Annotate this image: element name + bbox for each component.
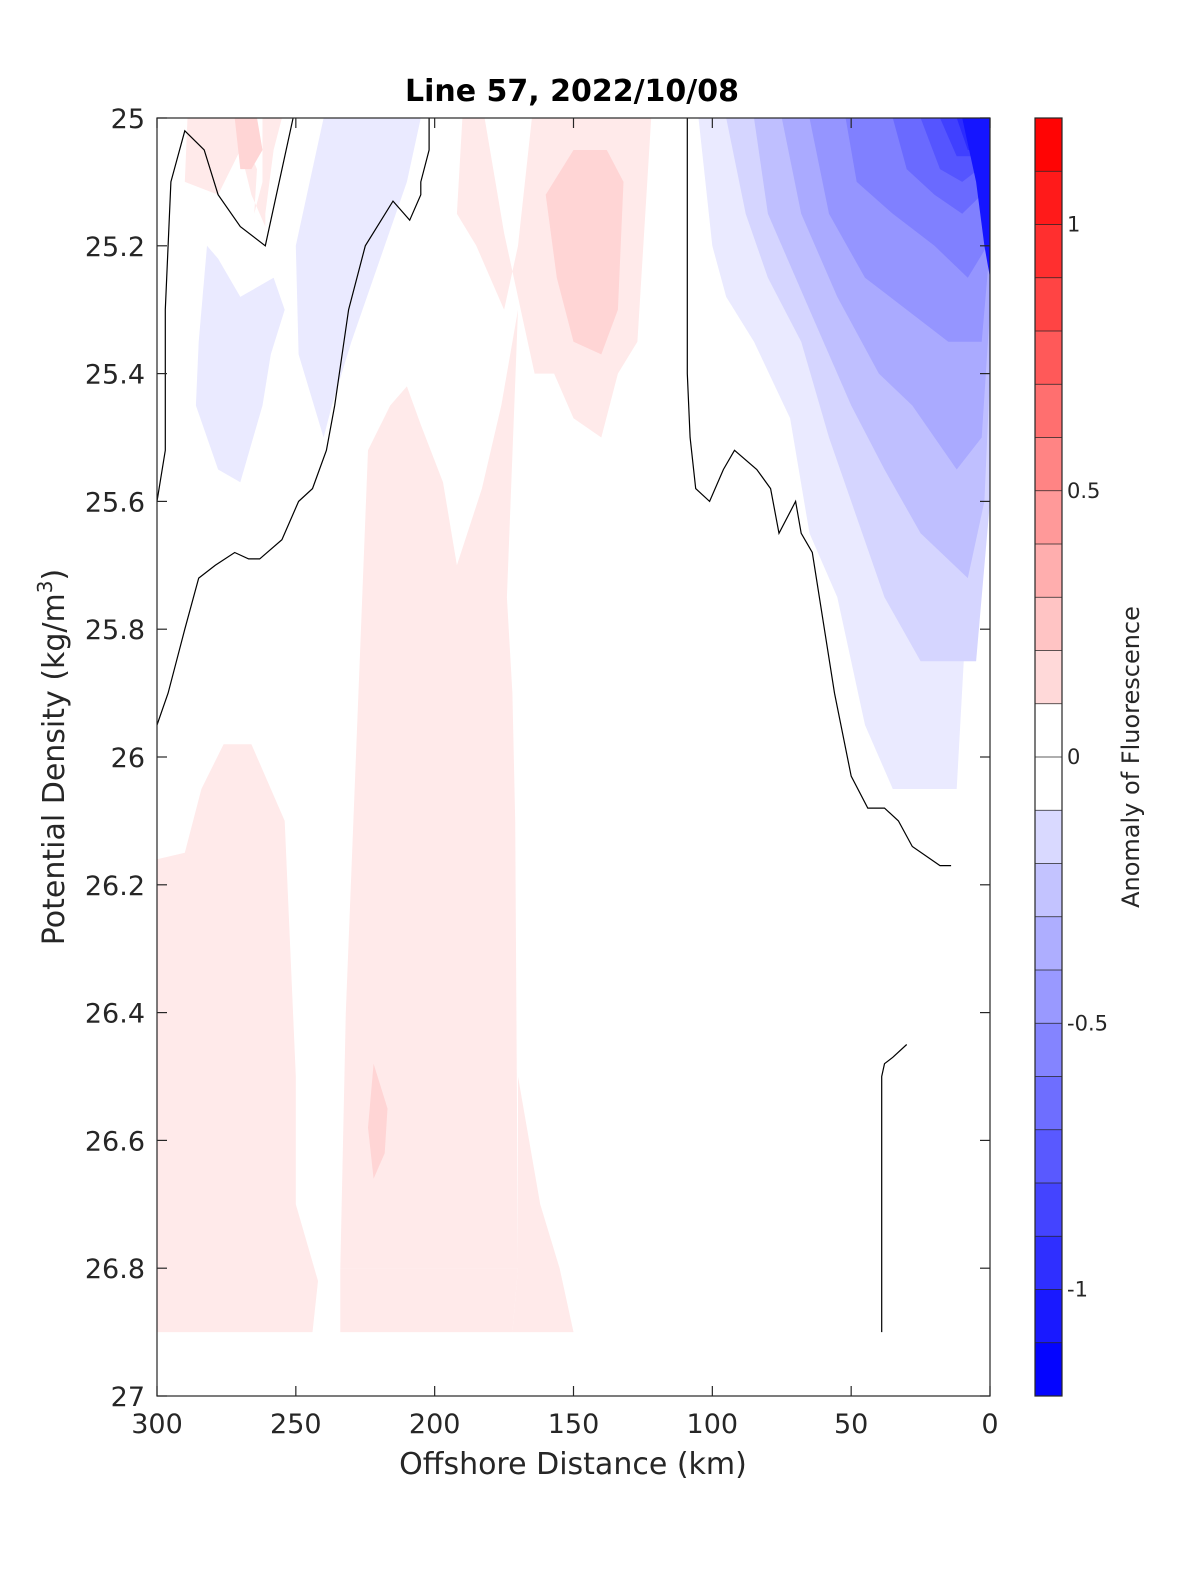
contour-region-9 <box>295 118 421 438</box>
colorbar-swatch <box>1035 1129 1062 1184</box>
colorbar-swatch <box>1035 171 1062 225</box>
colorbar-swatch <box>1035 597 1062 651</box>
y-axis: 25 25.2 25.4 25.6 25.8 26 26.2 26.4 26.6 26.8 27 <box>85 104 990 1413</box>
zero-contour-line-3 <box>881 1044 908 1333</box>
colorbar-swatch <box>1035 437 1062 492</box>
y-tick-label: 26.4 <box>85 999 145 1030</box>
y-axis-label-close: ) <box>37 569 72 581</box>
zero-contour-lines <box>157 118 952 1333</box>
colorbar-frame <box>1034 117 1063 1397</box>
x-tick-label: 250 <box>270 1409 322 1440</box>
colorbar-swatch <box>1035 650 1062 705</box>
colorbar-swatch <box>1035 916 1062 971</box>
colorbar-tick-label: 0 <box>1067 745 1080 769</box>
x-axis-label: Offshore Distance (km) <box>399 1447 747 1482</box>
colorbar-swatch <box>1035 1236 1062 1290</box>
colorbar-swatch <box>1035 544 1062 598</box>
y-tick-label: 25 <box>111 104 145 135</box>
contour-region-8 <box>368 1063 388 1179</box>
x-tick-label: 0 <box>981 1409 998 1440</box>
y-tick-label: 26.2 <box>85 871 145 902</box>
y-tick-label: 27 <box>111 1382 145 1413</box>
x-tick-label: 50 <box>834 1409 868 1440</box>
y-tick-label: 26 <box>111 743 145 774</box>
y-tick-label: 25.6 <box>85 487 145 518</box>
colorbar-label: Anomaly of Fluorescence <box>1117 606 1145 908</box>
contour-region-2 <box>340 309 518 1269</box>
contour-region-6 <box>234 118 263 170</box>
plot-area: 300 250 200 150 100 50 0 2525.225.425.625.8262… <box>85 104 999 1440</box>
y-tick-label: 25.2 <box>85 232 145 263</box>
zero-contour-line-2 <box>686 118 952 867</box>
x-tick-label: 200 <box>409 1409 461 1440</box>
contour-region-5 <box>512 1076 574 1333</box>
x-tick-label: 150 <box>548 1409 600 1440</box>
contour-region-3 <box>157 744 318 1333</box>
colorbar-swatch <box>1035 1183 1062 1237</box>
colorbar-swatch <box>1035 331 1062 385</box>
contour-region-4 <box>340 1268 518 1333</box>
colorbar-swatch <box>1035 810 1062 864</box>
contour-region-7 <box>545 150 624 355</box>
colorbar-swatch <box>1035 118 1062 172</box>
contour-region-0 <box>184 118 282 265</box>
y-axis-label-superscript: 3 <box>33 580 57 593</box>
chart-title: Line 57, 2022/10/08 <box>405 74 739 109</box>
x-tick-label: 300 <box>131 1409 183 1440</box>
colorbar-tick-label: -0.5 <box>1067 1011 1108 1035</box>
colorbar-swatch <box>1035 490 1062 545</box>
y-tick-label: 25.4 <box>85 360 145 391</box>
colorbar-swatch <box>1035 277 1062 332</box>
filled-contours <box>157 118 990 1333</box>
y-axis-label: Potential Density (kg/m3) <box>33 569 72 945</box>
contour-region-10 <box>195 245 285 483</box>
x-tick-label: 100 <box>687 1409 739 1440</box>
y-tick-label: 26.8 <box>85 1254 145 1285</box>
colorbar-swatch <box>1035 384 1062 438</box>
colorbar-swatch <box>1035 863 1062 918</box>
y-tick-label: 26.6 <box>85 1126 145 1157</box>
colorbar: 1 0.5 0 -0.5 -1 <box>1034 117 1108 1397</box>
colorbar-swatch <box>1035 757 1062 811</box>
colorbar-swatch <box>1035 703 1062 758</box>
zero-contour-line-1 <box>157 118 294 502</box>
colorbar-swatch <box>1035 1023 1062 1077</box>
colorbar-tick-label: -1 <box>1067 1278 1088 1302</box>
colorbar-tick-label: 0.5 <box>1067 479 1100 503</box>
zero-contour-line-0 <box>157 118 430 726</box>
colorbar-tick-label: 1 <box>1067 213 1080 237</box>
colorbar-swatch <box>1035 970 1062 1024</box>
colorbar-swatch <box>1035 1342 1062 1397</box>
colorbar-swatch <box>1035 1289 1062 1344</box>
colorbar-swatch <box>1035 224 1062 279</box>
y-tick-label: 25.8 <box>85 615 145 646</box>
y-axis-label-main: Potential Density (kg/m <box>37 593 72 945</box>
colorbar-swatch <box>1035 1076 1062 1131</box>
contour-region-21 <box>962 118 990 278</box>
x-axis: 300 250 200 150 100 50 0 <box>131 118 999 1440</box>
